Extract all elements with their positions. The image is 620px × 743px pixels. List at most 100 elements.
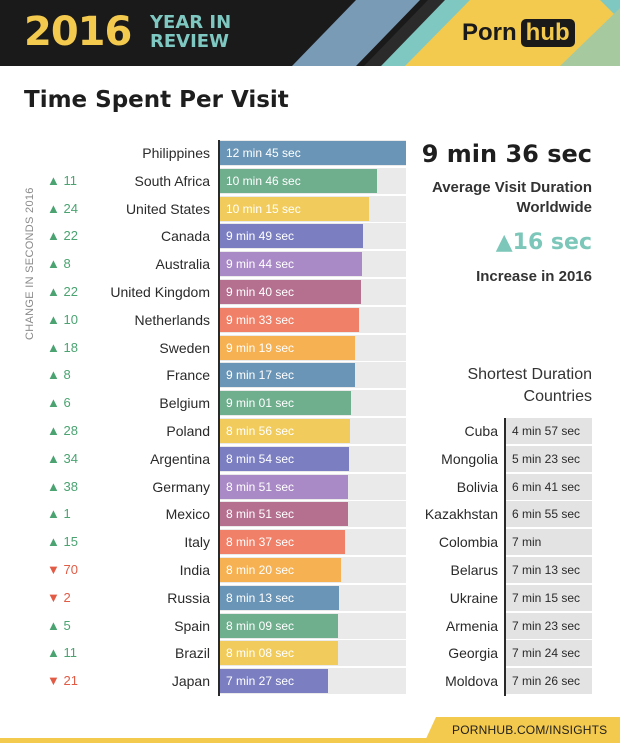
shortest-value-label: 4 min 57 sec <box>512 424 581 438</box>
country-label: United States <box>125 200 210 217</box>
shortest-country-label: Cuba <box>464 423 498 439</box>
shortest-row: Ukraine 7 min 15 sec <box>400 584 600 611</box>
change-value: ▲ 5 <box>47 617 71 633</box>
shortest-country-label: Moldova <box>445 673 498 690</box>
change-value: ▲ 22 <box>47 228 78 244</box>
country-label: Mexico <box>165 506 210 523</box>
change-value: ▲ 6 <box>47 395 71 411</box>
change-value: ▲ 15 <box>47 534 78 550</box>
year-in-review-line-2: REVIEW <box>150 31 229 52</box>
shortest-row: Kazakhstan 6 min 55 sec <box>400 501 600 528</box>
shortest-value-box <box>506 668 592 695</box>
bar-row: ▲ 15 Italy 8 min 37 sec <box>0 529 620 556</box>
bar <box>218 669 328 694</box>
shortest-value-label: 7 min <box>512 535 542 550</box>
bar <box>218 307 359 332</box>
bar <box>218 141 406 165</box>
bar-value-label: 10 min 46 sec <box>226 173 301 188</box>
shortest-row: Georgia 7 min 24 sec <box>400 640 600 667</box>
bar-row: ▲ 34 Argentina 8 min 54 sec <box>0 445 620 472</box>
shortest-value-label: 7 min 15 sec <box>512 590 581 605</box>
country-label: Russia <box>167 589 210 606</box>
bar <box>218 641 338 666</box>
bar-row: ▲ 8 Australia 9 min 44 sec <box>0 251 620 278</box>
footer: PORNHUB.COM/INSIGHTS <box>0 710 620 743</box>
brand-logo: Porn hub <box>462 19 575 47</box>
bar-value-label: 8 min 08 sec <box>226 646 295 661</box>
bar-row: ▼ 21 Japan 7 min 27 sec <box>0 668 620 695</box>
country-label: Belgium <box>159 395 210 412</box>
year-in-review-line-1: YEAR IN <box>150 12 232 33</box>
bar-row: ▲ 11 Brazil 8 min 08 sec <box>0 640 620 667</box>
bar-row: Philippines 12 min 45 sec <box>0 140 620 166</box>
country-label: Spain <box>174 617 210 634</box>
bar-value-label: 8 min 56 sec <box>226 424 295 438</box>
shortest-value-label: 7 min 26 sec <box>512 674 581 689</box>
header-stripes <box>292 0 620 66</box>
country-label: Poland <box>166 423 210 439</box>
shortest-value-box <box>506 557 592 583</box>
bar-row: ▲ 24 United States 10 min 15 sec <box>0 195 620 222</box>
bar-value-label: 8 min 20 sec <box>226 563 295 577</box>
change-value: ▲ 28 <box>47 423 78 438</box>
bar <box>218 474 348 499</box>
bar <box>218 585 339 610</box>
bar-value-label: 9 min 19 sec <box>226 340 295 355</box>
logo-text-porn: Porn <box>462 19 517 46</box>
country-label: Sweden <box>159 339 210 356</box>
change-value: ▲ 8 <box>47 256 71 272</box>
bar-value-label: 7 min 27 sec <box>226 674 295 689</box>
bar <box>218 335 355 360</box>
change-value: ▲ 1 <box>47 506 71 522</box>
bar-row: ▲ 28 Poland 8 min 56 sec <box>0 418 620 444</box>
bar <box>218 363 355 388</box>
country-label: India <box>179 562 210 578</box>
change-value: ▲ 8 <box>47 367 71 383</box>
bar-value-label: 8 min 51 sec <box>226 507 295 522</box>
bar-row: ▼ 2 Russia 8 min 13 sec <box>0 584 620 611</box>
bar-value-label: 9 min 01 sec <box>226 396 295 411</box>
change-value: ▲ 34 <box>47 450 78 466</box>
shortest-country-label: Colombia <box>438 534 498 551</box>
bar <box>218 280 361 304</box>
average-duration-label: Average Visit Duration Worldwide <box>431 179 592 216</box>
shortest-value-box <box>506 640 592 667</box>
header-banner: 2016 YEAR IN REVIEW Porn hub <box>0 0 620 66</box>
bar <box>218 613 338 638</box>
change-value: ▼ 2 <box>47 589 71 605</box>
change-value: ▲ 38 <box>47 478 78 494</box>
change-value: ▲ 11 <box>47 645 77 661</box>
change-value: ▲ 18 <box>47 339 78 355</box>
change-value: ▲ 11 <box>47 172 77 188</box>
bar <box>218 446 349 471</box>
bar-value-label: 9 min 44 sec <box>226 257 295 272</box>
bar-value-label: 10 min 15 sec <box>226 201 301 216</box>
logo-text-hub: hub <box>520 19 575 47</box>
bar-value-label: 9 min 33 sec <box>226 312 295 327</box>
bar <box>218 558 341 582</box>
footer-stripes <box>0 717 620 743</box>
shortest-value-label: 6 min 55 sec <box>512 507 581 522</box>
bar-row: ▲ 8 France 9 min 17 sec <box>0 362 620 389</box>
bar-row: ▲ 10 Netherlands 9 min 33 sec <box>0 306 620 333</box>
footer-link[interactable]: PORNHUB.COM/INSIGHTS <box>452 723 608 737</box>
bar-value-label: 8 min 09 sec <box>226 618 295 633</box>
change-value: ▼ 70 <box>47 562 78 577</box>
shortest-row: Armenia 7 min 23 sec <box>400 612 600 639</box>
bar <box>218 224 363 249</box>
shortest-row: Mongolia 5 min 23 sec <box>400 445 600 472</box>
bar-value-label: 9 min 49 sec <box>226 229 295 244</box>
shortest-row: Colombia 7 min <box>400 529 600 556</box>
shortest-country-label: Bolivia <box>456 478 498 495</box>
shortest-row: Bolivia 6 min 41 sec <box>400 473 600 500</box>
shortest-value-label: 7 min 23 sec <box>512 618 581 633</box>
country-label: Argentina <box>150 450 210 467</box>
bar-row: ▲ 5 Spain 8 min 09 sec <box>0 612 620 639</box>
change-value: ▲ 10 <box>47 311 78 327</box>
country-label: Japan <box>171 673 210 690</box>
year-in-review-heading: YEAR IN REVIEW <box>150 13 231 51</box>
bar <box>218 168 377 193</box>
shortest-country-label: Georgia <box>448 645 498 662</box>
shortest-value-box <box>506 473 592 500</box>
country-label: Australia <box>155 256 210 273</box>
